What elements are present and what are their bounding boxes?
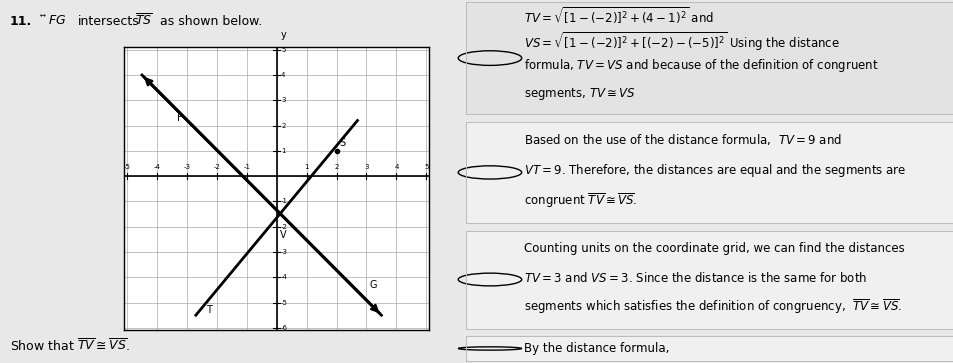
Text: segments, $TV \cong VS$: segments, $TV \cong VS$ (523, 86, 636, 102)
Text: -3: -3 (183, 164, 191, 170)
Text: -1: -1 (243, 164, 250, 170)
Text: intersects: intersects (78, 15, 140, 28)
Text: -2: -2 (213, 164, 220, 170)
Text: 5: 5 (424, 164, 428, 170)
Text: segments which satisfies the definition of congruency,  $\overline{TV}\cong\over: segments which satisfies the definition … (523, 298, 902, 317)
Text: G: G (369, 280, 376, 290)
Text: 3: 3 (281, 97, 285, 103)
Text: 3: 3 (364, 164, 368, 170)
Text: -4: -4 (281, 274, 288, 280)
Text: -1: -1 (281, 199, 288, 204)
Text: -4: -4 (153, 164, 160, 170)
Text: -5: -5 (281, 299, 288, 306)
Text: 1: 1 (304, 164, 309, 170)
Text: $\overline{TS}$: $\overline{TS}$ (135, 13, 152, 28)
Text: 4: 4 (394, 164, 398, 170)
Text: $\overleftrightarrow{FG}$: $\overleftrightarrow{FG}$ (40, 13, 67, 27)
Text: -5: -5 (124, 164, 131, 170)
Text: 4: 4 (281, 72, 285, 78)
Text: Counting units on the coordinate grid, we can find the distances: Counting units on the coordinate grid, w… (523, 242, 904, 255)
Text: $TV = 3$ and $VS = 3$. Since the distance is the same for both: $TV = 3$ and $VS = 3$. Since the distanc… (523, 270, 866, 285)
Text: By the distance formula,: By the distance formula, (523, 342, 669, 355)
Text: 5: 5 (281, 47, 285, 53)
Text: -3: -3 (281, 249, 288, 255)
Text: formula, $TV = VS$ and because of the definition of congruent: formula, $TV = VS$ and because of the de… (523, 57, 878, 74)
Text: S: S (339, 138, 345, 148)
Text: -2: -2 (281, 224, 288, 230)
Text: -6: -6 (281, 325, 288, 331)
Text: Show that $\overline{TV}$$\cong$$\overline{VS}$.: Show that $\overline{TV}$$\cong$$\overli… (10, 338, 129, 354)
Text: F: F (176, 113, 182, 123)
Text: as shown below.: as shown below. (160, 15, 262, 28)
Text: $VS = \sqrt{[1-(-2)]^2+[(-2)-(-5)]^2}$ Using the distance: $VS = \sqrt{[1-(-2)]^2+[(-2)-(-5)]^2}$ U… (523, 30, 840, 53)
Text: y: y (281, 29, 287, 40)
Text: Based on the use of the distance formula,  $TV = 9$ and: Based on the use of the distance formula… (523, 132, 841, 147)
Text: 1: 1 (281, 148, 285, 154)
Text: 11.: 11. (10, 15, 31, 28)
Text: $TV = \sqrt{[1-(-2)]^2+(4-1)^2}$ and: $TV = \sqrt{[1-(-2)]^2+(4-1)^2}$ and (523, 6, 713, 27)
Text: $VT = 9$. Therefore, the distances are equal and the segments are: $VT = 9$. Therefore, the distances are e… (523, 162, 905, 179)
Text: 2: 2 (334, 164, 338, 170)
Text: congruent $\overline{TV}\cong\overline{VS}$.: congruent $\overline{TV}\cong\overline{V… (523, 191, 637, 210)
Text: 2: 2 (281, 123, 285, 129)
Text: T: T (206, 305, 213, 315)
Text: V: V (279, 231, 286, 240)
